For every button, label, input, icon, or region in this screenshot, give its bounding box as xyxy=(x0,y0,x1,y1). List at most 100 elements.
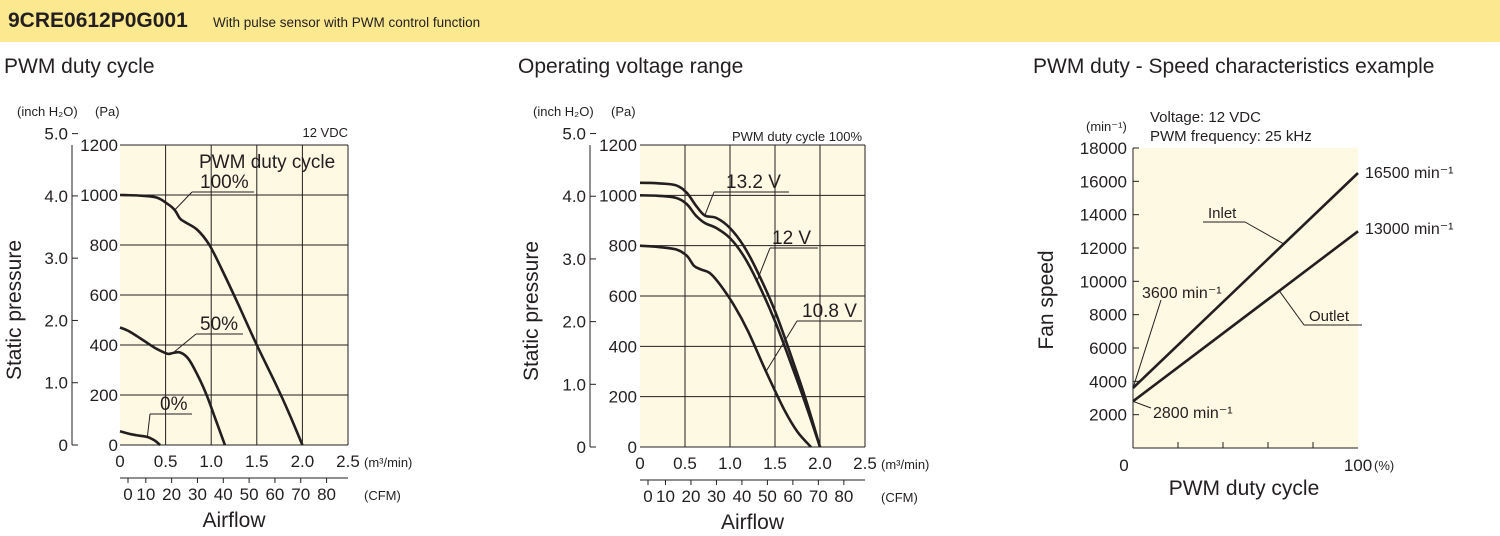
cfm-tick-label: 0 xyxy=(123,485,132,504)
series-line-inlet xyxy=(1132,172,1359,389)
left-axis-tick-label: 1.0 xyxy=(562,375,586,394)
y-tick-label: 4000 xyxy=(1089,372,1127,391)
x-tick-label: 100 xyxy=(1344,456,1372,475)
cfm-tick-label: 80 xyxy=(317,485,336,504)
chart2-title: Operating voltage range xyxy=(518,55,744,78)
series-label: 50% xyxy=(200,314,238,335)
y-tick-label: 0 xyxy=(109,436,118,455)
y-tick-label: 600 xyxy=(90,286,118,305)
chart3-title: PWM duty - Speed characteristics example xyxy=(1033,55,1435,78)
x-tick-label: 2.0 xyxy=(291,452,315,471)
left-axis-tick-label: 1.0 xyxy=(44,374,68,393)
y-tick-label: 2000 xyxy=(1089,406,1127,425)
chart1-title: PWM duty cycle xyxy=(4,55,155,78)
cfm-tick-label: 50 xyxy=(240,485,259,504)
point-label-leader xyxy=(1132,299,1162,389)
cfm-tick-label: 0 xyxy=(643,487,652,506)
series-line-3 xyxy=(119,430,161,447)
y-unit-right: (Pa) xyxy=(611,104,636,119)
x-tick-label: 0.5 xyxy=(154,452,178,471)
x-unit: (m³/min) xyxy=(881,457,929,472)
left-axis-tick-label: 3.0 xyxy=(44,249,68,268)
y-tick-label: 14000 xyxy=(1080,206,1127,225)
x-unit: (m³/min) xyxy=(364,455,412,470)
x-axis-title: Airflow xyxy=(202,509,266,532)
y-tick-label: 1000 xyxy=(599,186,637,205)
annotation-legend-title: PWM duty cycle xyxy=(199,152,335,173)
left-axis-tick-label: 0 xyxy=(59,436,68,455)
x-tick-label: 0 xyxy=(635,454,644,473)
y-tick-label: 800 xyxy=(90,236,118,255)
series-label-leader xyxy=(146,413,151,438)
series-label: 100% xyxy=(200,172,249,193)
cfm-tick-label: 10 xyxy=(136,485,155,504)
y-tick-label: 12000 xyxy=(1080,239,1127,258)
point-label-outlet-max: 13000 min⁻¹ xyxy=(1365,221,1454,238)
series-line-2 xyxy=(119,326,227,446)
y-unit-left: (inch H₂O) xyxy=(533,104,594,119)
cfm-tick-label: 10 xyxy=(656,487,675,506)
left-axis-tick-label: 4.0 xyxy=(44,187,68,206)
y-unit-left: (inch H₂O) xyxy=(17,104,78,119)
x-tick-label: 1.5 xyxy=(245,452,269,471)
model-description: With pulse sensor with PWM control funct… xyxy=(213,15,481,30)
y-tick-label: 800 xyxy=(609,237,637,256)
point-label-inlet-max: 16500 min⁻¹ xyxy=(1365,165,1454,182)
y-tick-label: 200 xyxy=(609,388,637,407)
series-label-leader xyxy=(1278,290,1305,326)
y-tick-label: 600 xyxy=(609,287,637,306)
y-tick-label: 400 xyxy=(609,337,637,356)
x-tick-label: 2.5 xyxy=(853,454,877,473)
cfm-tick-label: 40 xyxy=(732,487,751,506)
y-tick-label: 1000 xyxy=(80,186,118,205)
cfm-tick-label: 40 xyxy=(214,485,233,504)
plot-area xyxy=(1133,148,1358,448)
x-unit: (%) xyxy=(1374,458,1394,473)
cfm-tick-label: 70 xyxy=(291,485,310,504)
cfm-tick-label: 30 xyxy=(707,487,726,506)
left-axis-tick-label: 5.0 xyxy=(44,125,68,144)
left-axis-tick-label: 3.0 xyxy=(562,250,586,269)
cfm-tick-label: 80 xyxy=(834,487,853,506)
series-line-2 xyxy=(639,194,822,448)
y-tick-label: 1200 xyxy=(80,136,118,155)
series-label-leader xyxy=(704,191,715,216)
series-line-1 xyxy=(639,181,822,448)
series-label: 12 V xyxy=(772,228,811,249)
y-tick-label: 400 xyxy=(90,336,118,355)
y-tick-label: 6000 xyxy=(1089,339,1127,358)
annotation-frequency: PWM frequency: 25 kHz xyxy=(1150,128,1312,145)
point-label-outlet-min: 2800 min⁻¹ xyxy=(1153,405,1233,422)
y-tick-label: 18000 xyxy=(1080,139,1127,158)
series-label: 13.2 V xyxy=(726,172,781,193)
point-label-leader xyxy=(1132,400,1152,409)
y-tick-label: 8000 xyxy=(1089,306,1127,325)
y-unit: (min⁻¹) xyxy=(1086,119,1127,134)
left-axis-tick-label: 4.0 xyxy=(562,187,586,206)
left-axis-tick-label: 2.0 xyxy=(44,311,68,330)
series-line-3 xyxy=(639,244,812,448)
series-label-outlet: Outlet xyxy=(1309,308,1350,325)
point-label-inlet-min: 3600 min⁻¹ xyxy=(1142,285,1222,302)
x-tick-label: 1.0 xyxy=(199,452,223,471)
cfm-tick-label: 60 xyxy=(265,485,284,504)
cfm-tick-label: 20 xyxy=(682,487,701,506)
model-number: 9CRE0612P0G001 xyxy=(8,9,188,32)
series-label-leader xyxy=(174,191,193,211)
y-tick-label: 10000 xyxy=(1080,272,1127,291)
cfm-tick-label: 30 xyxy=(188,485,207,504)
y-axis-title: Fan speed xyxy=(1035,250,1058,349)
x-tick-label: 1.0 xyxy=(718,454,742,473)
series-label-leader xyxy=(765,320,798,372)
series-label-leader xyxy=(172,333,197,354)
cfm-unit: (CFM) xyxy=(364,488,401,503)
x-tick-label: 0.5 xyxy=(673,454,697,473)
left-axis-tick-label: 5.0 xyxy=(562,125,586,144)
y-unit-right: (Pa) xyxy=(95,104,120,119)
series-line-outlet xyxy=(1132,230,1359,403)
annotation-voltage: Voltage: 12 VDC xyxy=(1150,109,1261,126)
y-tick-label: 1200 xyxy=(599,136,637,155)
y-tick-label: 200 xyxy=(90,386,118,405)
